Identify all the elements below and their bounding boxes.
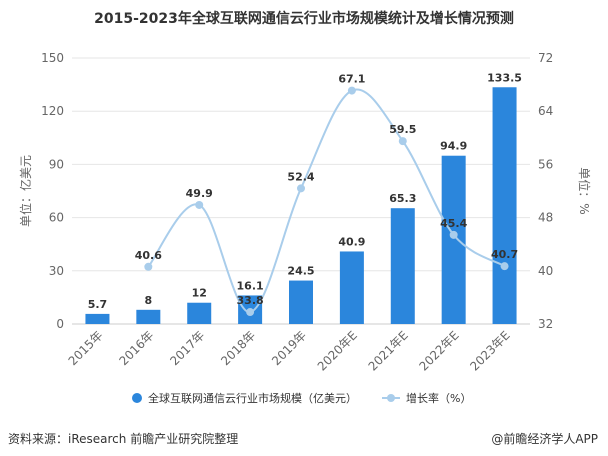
bar-value-label: 94.9 [440,140,467,153]
bar [339,251,364,324]
x-tick-label: 2016年 [116,328,156,368]
bar-value-label: 40.9 [338,235,365,248]
y-tick-right: 64 [538,104,553,118]
x-tick-label: 2020年E [315,328,360,373]
bar-value-label: 5.7 [88,298,108,311]
y-axis-right-title: 单位：% [577,167,592,214]
growth-value-label: 49.9 [186,187,213,200]
legend-line-marker [387,394,395,402]
x-tick-label: 2019年 [269,328,309,368]
x-tick-label: 2017年 [167,328,207,368]
y-tick-left: 90 [49,157,64,171]
growth-point [500,262,509,271]
growth-line [147,88,506,314]
growth-value-label: 40.6 [135,249,162,262]
x-tick-label: 2021年E [366,328,411,373]
y-tick-right: 48 [538,211,553,225]
x-tick-label: 2018年 [218,328,258,368]
growth-point [144,262,153,271]
growth-point [449,230,458,239]
bar [441,155,466,324]
y-tick-right: 40 [538,264,553,278]
bar [492,87,517,324]
y-tick-left: 30 [49,264,64,278]
y-tick-left: 150 [41,51,64,65]
growth-point [297,184,305,193]
bar-value-label: 12 [192,287,207,300]
growth-value-label: 59.5 [389,123,416,136]
bar [85,313,110,324]
bar [390,208,415,324]
x-tick-label: 2015年 [66,328,106,368]
bar-value-label: 133.5 [487,71,522,84]
bar-series [85,87,517,324]
growth-point [398,137,407,146]
legend-bar-label: 全球互联网通信云行业市场规模（亿美元） [148,391,357,405]
y-tick-left: 60 [49,211,64,225]
legend-bar-swatch [132,393,142,403]
legend: 全球互联网通信云行业市场规模（亿美元） 增长率（%） [132,391,471,405]
growth-point [246,308,255,317]
bar-value-label: 65.3 [389,192,416,205]
bar-value-label: 24.5 [287,265,314,278]
y-tick-right: 56 [538,157,553,171]
y-tick-left: 120 [41,104,64,118]
bar-value-label: 16.1 [237,279,264,292]
bar [136,309,161,324]
growth-value-label: 52.4 [287,170,314,183]
growth-point [347,86,356,95]
brand-credit: @前瞻经济学人APP [491,432,598,446]
growth-point [195,200,204,209]
bar [187,302,212,324]
chart-title: 2015-2023年全球互联网通信云行业市场规模统计及增长情况预测 [94,11,514,27]
growth-value-label: 40.7 [491,248,518,261]
data-labels: 5.7 8 12 16.1 24.5 40.9 65.3 94.9 133.5 40.6 49.9 3… [88,71,522,311]
y-axis-left-title: 单位：亿美元 [18,155,33,227]
x-tick-label: 2023年E [467,328,512,373]
growth-value-label: 67.1 [338,73,365,86]
bar-value-label: 8 [145,294,153,307]
growth-value-label: 33.8 [237,294,264,307]
bar [289,280,313,324]
source-note: 资料来源：iResearch 前瞻产业研究院整理 [8,432,239,446]
legend-line-label: 增长率（%） [406,391,471,405]
growth-value-label: 45.4 [440,217,467,230]
line-series [144,86,509,317]
y-tick-right: 32 [538,317,553,331]
y-tick-left: 0 [56,317,64,331]
y-tick-right: 72 [538,51,553,65]
x-tick-label: 2022年E [416,328,461,373]
